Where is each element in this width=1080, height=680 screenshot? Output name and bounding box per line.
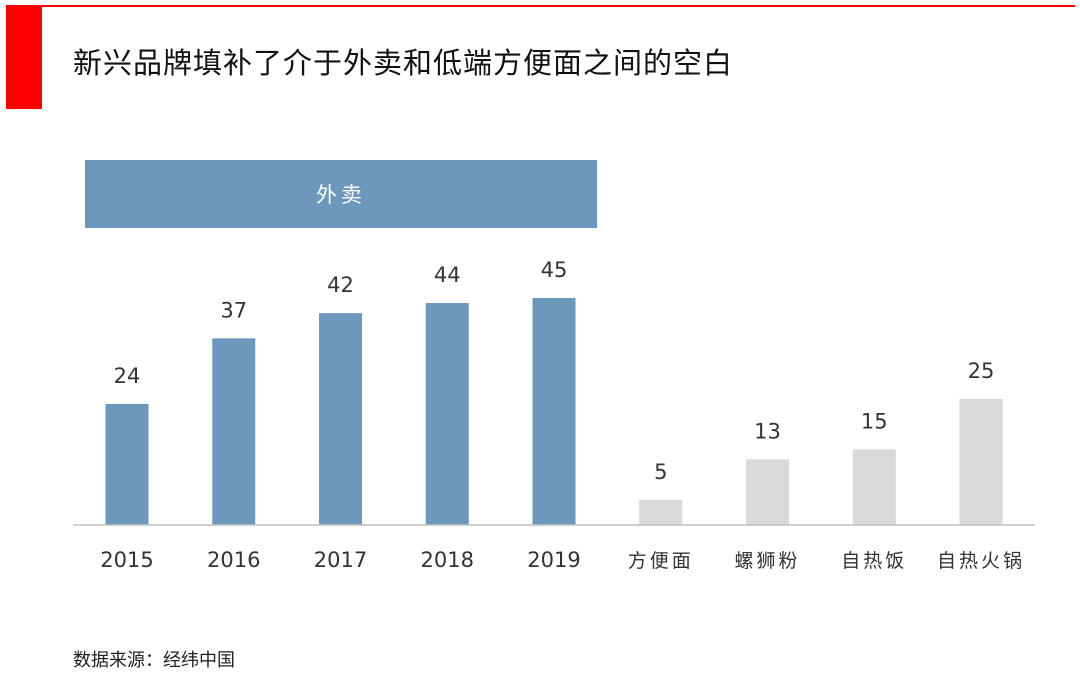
takeout-banner-label: 外卖 <box>316 183 366 207</box>
page-title: 新兴品牌填补了介于外卖和低端方便面之间的空白 <box>73 46 734 80</box>
bar-7 <box>852 449 896 525</box>
category-label-8: 自热火锅 <box>937 550 1025 572</box>
category-label-4: 2019 <box>527 548 580 572</box>
bar-8 <box>959 398 1003 525</box>
value-label-1: 37 <box>220 298 247 322</box>
bar-6 <box>746 459 789 525</box>
value-label-0: 24 <box>114 364 141 388</box>
bar-4 <box>532 298 576 525</box>
bar-3 <box>425 303 469 525</box>
value-label-6: 13 <box>754 419 781 443</box>
category-label-2: 2017 <box>314 548 367 572</box>
category-label-6: 螺狮粉 <box>734 550 800 572</box>
takeout-banner: 外卖 <box>85 160 597 228</box>
value-label-5: 5 <box>654 460 667 484</box>
value-label-2: 42 <box>327 273 354 297</box>
top-rule <box>42 5 1075 7</box>
category-label-7: 自热饭 <box>841 550 907 572</box>
value-label-7: 15 <box>861 409 888 433</box>
value-label-8: 25 <box>968 359 995 383</box>
accent-bar <box>6 5 42 109</box>
value-label-3: 44 <box>434 263 461 287</box>
category-label-1: 2016 <box>207 548 260 572</box>
source-note: 数据来源：经纬中国 <box>73 650 235 671</box>
category-label-3: 2018 <box>421 548 474 572</box>
category-label-0: 2015 <box>100 548 153 572</box>
category-label-5: 方便面 <box>628 550 694 572</box>
value-label-4: 45 <box>541 258 568 282</box>
bar-1 <box>212 338 256 525</box>
bar-2 <box>319 313 362 525</box>
bar-5 <box>639 499 683 525</box>
bar-0 <box>105 403 149 525</box>
